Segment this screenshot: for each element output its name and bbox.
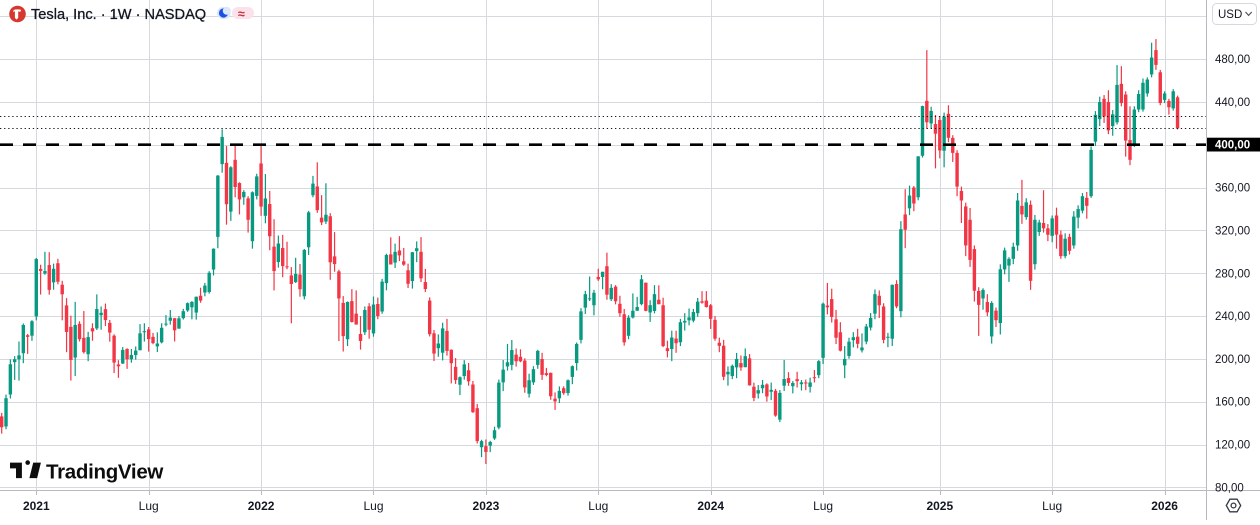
svg-text:Lug: Lug — [588, 499, 608, 513]
svg-text:200,00: 200,00 — [1215, 354, 1250, 366]
svg-text:480,00: 480,00 — [1215, 54, 1250, 66]
svg-text:2022: 2022 — [248, 499, 275, 513]
svg-text:Tesla, Inc. · 1W · NASDAQ: Tesla, Inc. · 1W · NASDAQ — [31, 7, 206, 23]
svg-text:120,00: 120,00 — [1215, 440, 1250, 452]
svg-text:360,00: 360,00 — [1215, 183, 1250, 195]
svg-text:Lug: Lug — [139, 499, 159, 513]
svg-text:TradingView: TradingView — [46, 461, 163, 484]
svg-text:Lug: Lug — [363, 499, 383, 513]
svg-text:Lug: Lug — [813, 499, 833, 513]
svg-text:2021: 2021 — [23, 499, 50, 513]
svg-text:320,00: 320,00 — [1215, 226, 1250, 238]
svg-text:280,00: 280,00 — [1215, 268, 1250, 280]
svg-text:2026: 2026 — [1151, 499, 1178, 513]
svg-text:2025: 2025 — [926, 499, 953, 513]
svg-text:Lug: Lug — [1042, 499, 1062, 513]
svg-text:160,00: 160,00 — [1215, 397, 1250, 409]
svg-text:240,00: 240,00 — [1215, 311, 1250, 323]
svg-text:≈: ≈ — [238, 7, 245, 21]
svg-text:440,00: 440,00 — [1215, 97, 1250, 109]
svg-text:2023: 2023 — [473, 499, 500, 513]
svg-text:80,00: 80,00 — [1215, 482, 1244, 494]
svg-text:2024: 2024 — [697, 499, 724, 513]
svg-text:400,00: 400,00 — [1215, 140, 1250, 152]
svg-text:USD: USD — [1218, 9, 1242, 21]
